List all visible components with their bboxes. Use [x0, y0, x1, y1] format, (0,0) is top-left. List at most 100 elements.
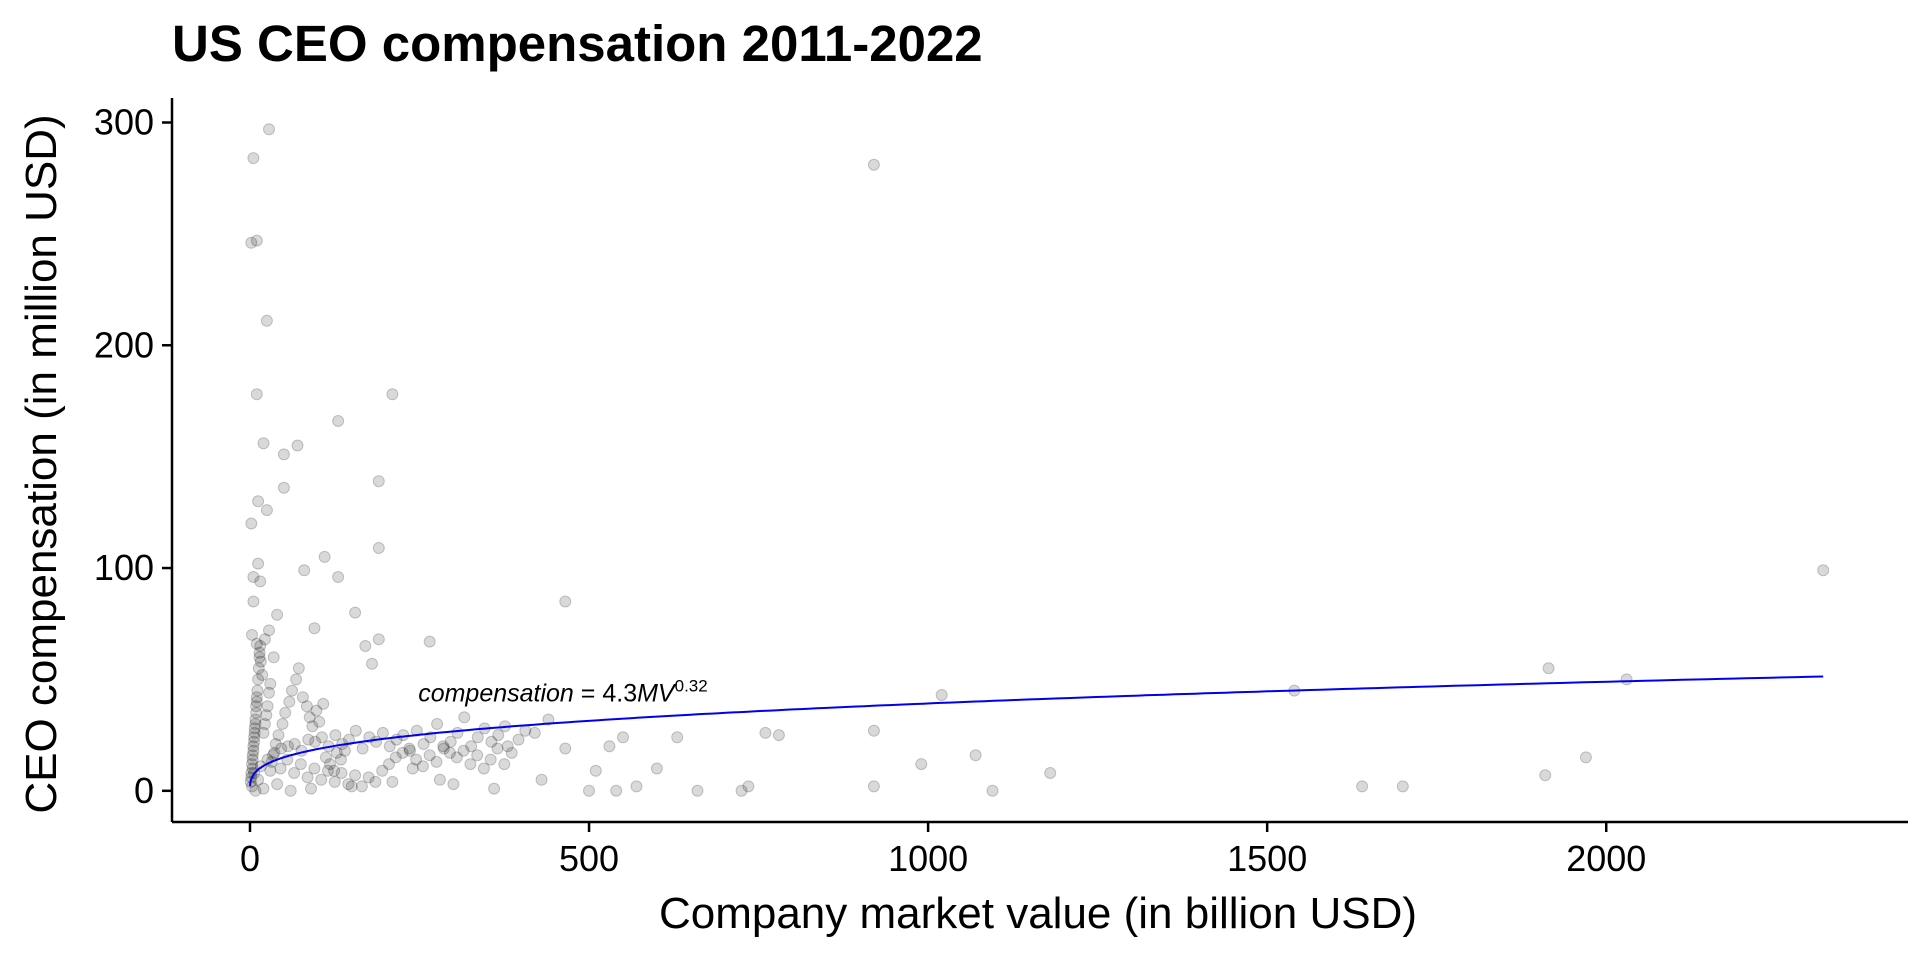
data-point	[451, 726, 464, 739]
data-point	[867, 780, 880, 793]
data-point	[935, 689, 948, 701]
data-point	[247, 740, 260, 753]
data-point	[372, 633, 385, 646]
data-point	[246, 753, 259, 766]
data-point	[471, 731, 484, 744]
data-point	[269, 738, 282, 750]
data-point	[332, 415, 345, 427]
data-point	[264, 677, 277, 690]
data-point	[296, 691, 309, 704]
data-point	[355, 780, 368, 793]
annotation-var: MV	[637, 680, 677, 708]
data-point	[1539, 769, 1552, 782]
data-point	[248, 731, 261, 744]
data-point	[386, 388, 399, 401]
fit-line	[249, 675, 1824, 787]
data-point	[246, 628, 258, 641]
data-point	[263, 624, 275, 637]
data-point	[464, 758, 477, 771]
data-point	[292, 662, 305, 675]
data-point	[248, 735, 261, 748]
data-point	[1579, 751, 1592, 764]
data-point	[248, 722, 261, 735]
data-point	[298, 564, 311, 577]
data-point	[250, 388, 263, 401]
data-point	[256, 669, 269, 681]
data-point	[288, 738, 301, 750]
data-point	[362, 771, 375, 784]
data-point	[471, 749, 484, 762]
data-point	[671, 731, 684, 744]
data-point	[334, 753, 347, 766]
data-point	[338, 744, 351, 757]
data-point	[308, 622, 321, 635]
data-point	[249, 713, 262, 726]
data-point	[284, 784, 297, 797]
data-point	[383, 758, 395, 771]
data-point	[245, 236, 258, 249]
data-point	[319, 751, 332, 764]
annotation-equals: =	[574, 680, 603, 708]
y-tick-label: 300	[94, 102, 154, 143]
data-point	[528, 726, 541, 739]
data-point	[258, 718, 271, 730]
data-point	[290, 673, 303, 686]
data-point	[535, 773, 548, 786]
data-point	[1817, 564, 1830, 577]
data-point	[330, 746, 343, 759]
data-point	[271, 778, 284, 791]
data-point	[332, 571, 345, 583]
data-point	[250, 700, 263, 713]
data-point	[349, 769, 362, 782]
data-point	[867, 724, 880, 737]
data-point	[589, 764, 602, 777]
data-point	[288, 767, 301, 779]
data-point	[249, 784, 262, 797]
data-point	[252, 673, 265, 686]
data-point	[264, 764, 277, 777]
data-point	[301, 771, 314, 784]
data-point	[404, 744, 416, 757]
data-point	[277, 481, 290, 494]
data-point	[247, 744, 260, 757]
data-point	[286, 684, 298, 697]
data-point	[250, 695, 263, 708]
annotation-coef: 4.3	[602, 680, 637, 708]
data-point	[257, 726, 270, 739]
data-point	[294, 758, 307, 771]
x-tick-label: 500	[559, 838, 619, 879]
data-point	[488, 782, 501, 795]
x-tick-label: 1500	[1227, 838, 1307, 879]
y-tick-label: 200	[94, 324, 154, 365]
x-tick-label: 0	[240, 838, 260, 879]
data-point	[1044, 767, 1057, 779]
data-point	[254, 575, 267, 588]
chart-title: US CEO compensation 2011-2022	[172, 15, 983, 72]
data-point	[309, 735, 322, 748]
data-point	[417, 738, 430, 750]
data-point	[279, 706, 292, 719]
data-point	[282, 740, 294, 753]
y-tick-label: 0	[134, 770, 154, 811]
data-point	[772, 729, 785, 742]
data-point	[484, 753, 497, 766]
data-point	[257, 782, 270, 795]
data-point	[356, 742, 369, 755]
data-point	[261, 700, 274, 713]
data-point	[498, 758, 511, 771]
data-point	[260, 314, 273, 327]
data-point	[485, 735, 498, 748]
data-point	[248, 726, 261, 739]
data-point	[272, 729, 285, 742]
data-point	[630, 780, 643, 793]
data-point	[250, 637, 263, 650]
data-point	[512, 733, 525, 746]
data-point	[437, 742, 450, 755]
data-point	[246, 749, 259, 762]
data-point	[315, 731, 328, 744]
data-point	[342, 778, 355, 791]
data-point	[457, 744, 470, 757]
data-point	[1396, 780, 1409, 793]
data-point	[263, 123, 275, 136]
data-point	[867, 158, 880, 171]
